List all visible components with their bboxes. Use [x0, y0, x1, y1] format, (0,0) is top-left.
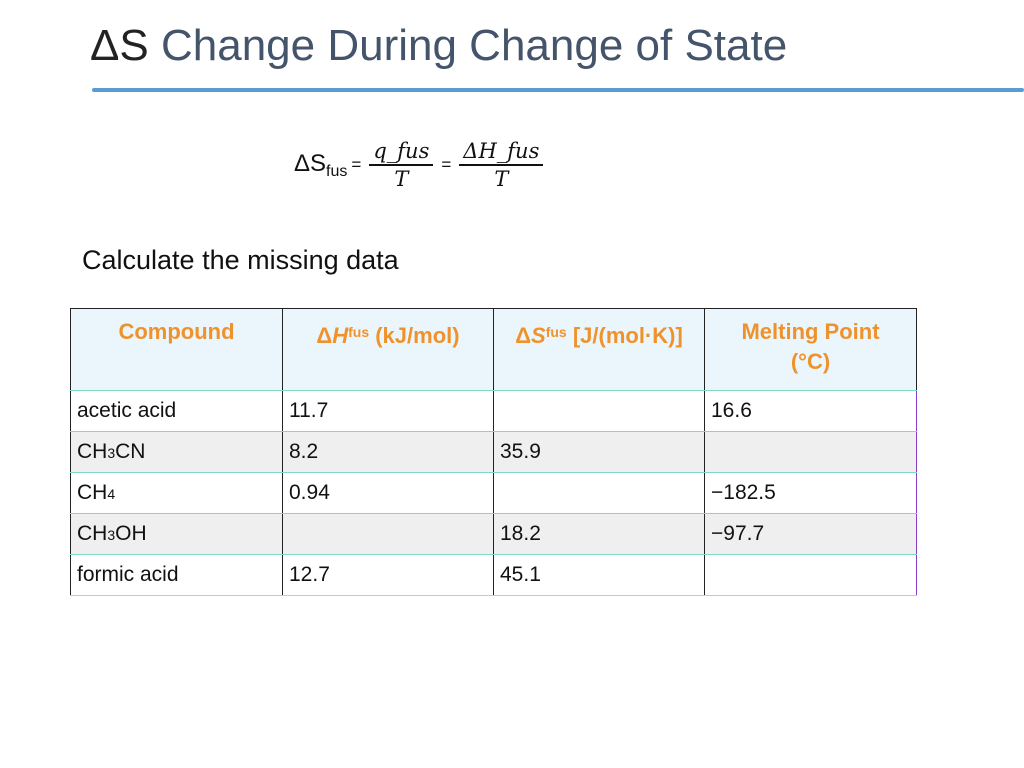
- header-dh-delta: Δ: [316, 323, 333, 348]
- data-table: Compound ΔHfus (kJ/mol) ΔSfus [J/(mol·K)…: [70, 308, 917, 596]
- header-ds-unit: [J/(mol·K)]: [572, 323, 683, 348]
- cell-delta-h: 0.94: [282, 472, 494, 514]
- compound-subscript: 3: [107, 527, 116, 543]
- header-dh-symbol: H: [332, 323, 349, 348]
- cell-delta-s: [493, 390, 705, 432]
- table-row: formic acid 12.7 45.1: [70, 554, 917, 596]
- formula-lhs-subscript: fus: [326, 162, 348, 180]
- cell-compound: acetic acid: [70, 390, 283, 432]
- cell-delta-s: [493, 472, 705, 514]
- table-row: CH3CN 8.2 35.9: [70, 431, 917, 473]
- header-ds-subscript: fus: [545, 324, 567, 340]
- compound-part: CN: [115, 440, 146, 463]
- frac-h-numerator-text: ΔH_fus: [463, 139, 540, 163]
- cell-compound: CH3CN: [70, 431, 283, 473]
- header-mp-line2: (°C): [790, 349, 831, 374]
- cell-melting-point: −97.7: [704, 513, 917, 555]
- cell-delta-s: 18.2: [493, 513, 705, 555]
- compound-part: CH: [77, 440, 108, 463]
- compound-subscript: 4: [107, 486, 116, 502]
- cell-delta-h: [282, 513, 494, 555]
- frac-q-denominator: T: [394, 167, 409, 191]
- instruction-text: Calculate the missing data: [82, 245, 399, 275]
- formula-fraction-q: q_fus T: [369, 138, 434, 192]
- header-dh-unit: (kJ/mol): [375, 323, 460, 348]
- compound-part: CH: [77, 522, 108, 545]
- entropy-formula: ΔSfus = q_fus T = ΔH_fus T: [294, 125, 547, 205]
- frac-q-numerator-text: q_fus: [373, 139, 430, 163]
- cell-melting-point: 16.6: [704, 390, 917, 432]
- header-ds-symbol: S: [531, 323, 546, 348]
- cell-compound: CH3OH: [70, 513, 283, 555]
- header-dh-subscript: fus: [348, 324, 370, 340]
- formula-lhs-symbol: ΔS: [294, 149, 327, 177]
- cell-delta-s: 45.1: [493, 554, 705, 596]
- formula-equals-1: =: [351, 155, 362, 174]
- compound-subscript: 3: [107, 445, 116, 461]
- cell-delta-h: 12.7: [282, 554, 494, 596]
- header-melting-point: Melting Point (°C): [704, 308, 917, 391]
- cell-delta-s: 35.9: [493, 431, 705, 473]
- compound-part: CH: [77, 481, 108, 504]
- frac-h-numerator: ΔH_fus: [459, 138, 544, 166]
- table-row: acetic acid 11.7 16.6: [70, 390, 917, 432]
- title-delta-s: ΔS: [90, 21, 149, 70]
- cell-delta-h: 8.2: [282, 431, 494, 473]
- table-header-row: Compound ΔHfus (kJ/mol) ΔSfus [J/(mol·K)…: [70, 308, 917, 391]
- cell-melting-point: −182.5: [704, 472, 917, 514]
- table-row: CH3OH 18.2 −97.7: [70, 513, 917, 555]
- formula-lhs: ΔSfus: [294, 150, 347, 181]
- header-ds-delta: Δ: [515, 323, 531, 348]
- cell-delta-h: 11.7: [282, 390, 494, 432]
- cell-melting-point: [704, 554, 917, 596]
- header-mp-line1: Melting Point: [741, 319, 880, 344]
- title-underline: [92, 88, 1024, 92]
- frac-q-numerator: q_fus: [369, 138, 434, 166]
- table-row: CH4 0.94 −182.5: [70, 472, 917, 514]
- slide-title: ΔS Change During Change of State: [90, 18, 787, 74]
- header-compound: Compound: [70, 308, 283, 391]
- frac-h-denominator: T: [494, 167, 509, 191]
- compound-part: OH: [115, 522, 147, 545]
- header-delta-s: ΔSfus [J/(mol·K)]: [493, 308, 705, 391]
- header-delta-h: ΔHfus (kJ/mol): [282, 308, 494, 391]
- formula-fraction-h: ΔH_fus T: [459, 138, 544, 192]
- cell-compound: formic acid: [70, 554, 283, 596]
- cell-melting-point: [704, 431, 917, 473]
- title-text: Change During Change of State: [160, 21, 788, 70]
- formula-equals-2: =: [441, 155, 452, 174]
- cell-compound: CH4: [70, 472, 283, 514]
